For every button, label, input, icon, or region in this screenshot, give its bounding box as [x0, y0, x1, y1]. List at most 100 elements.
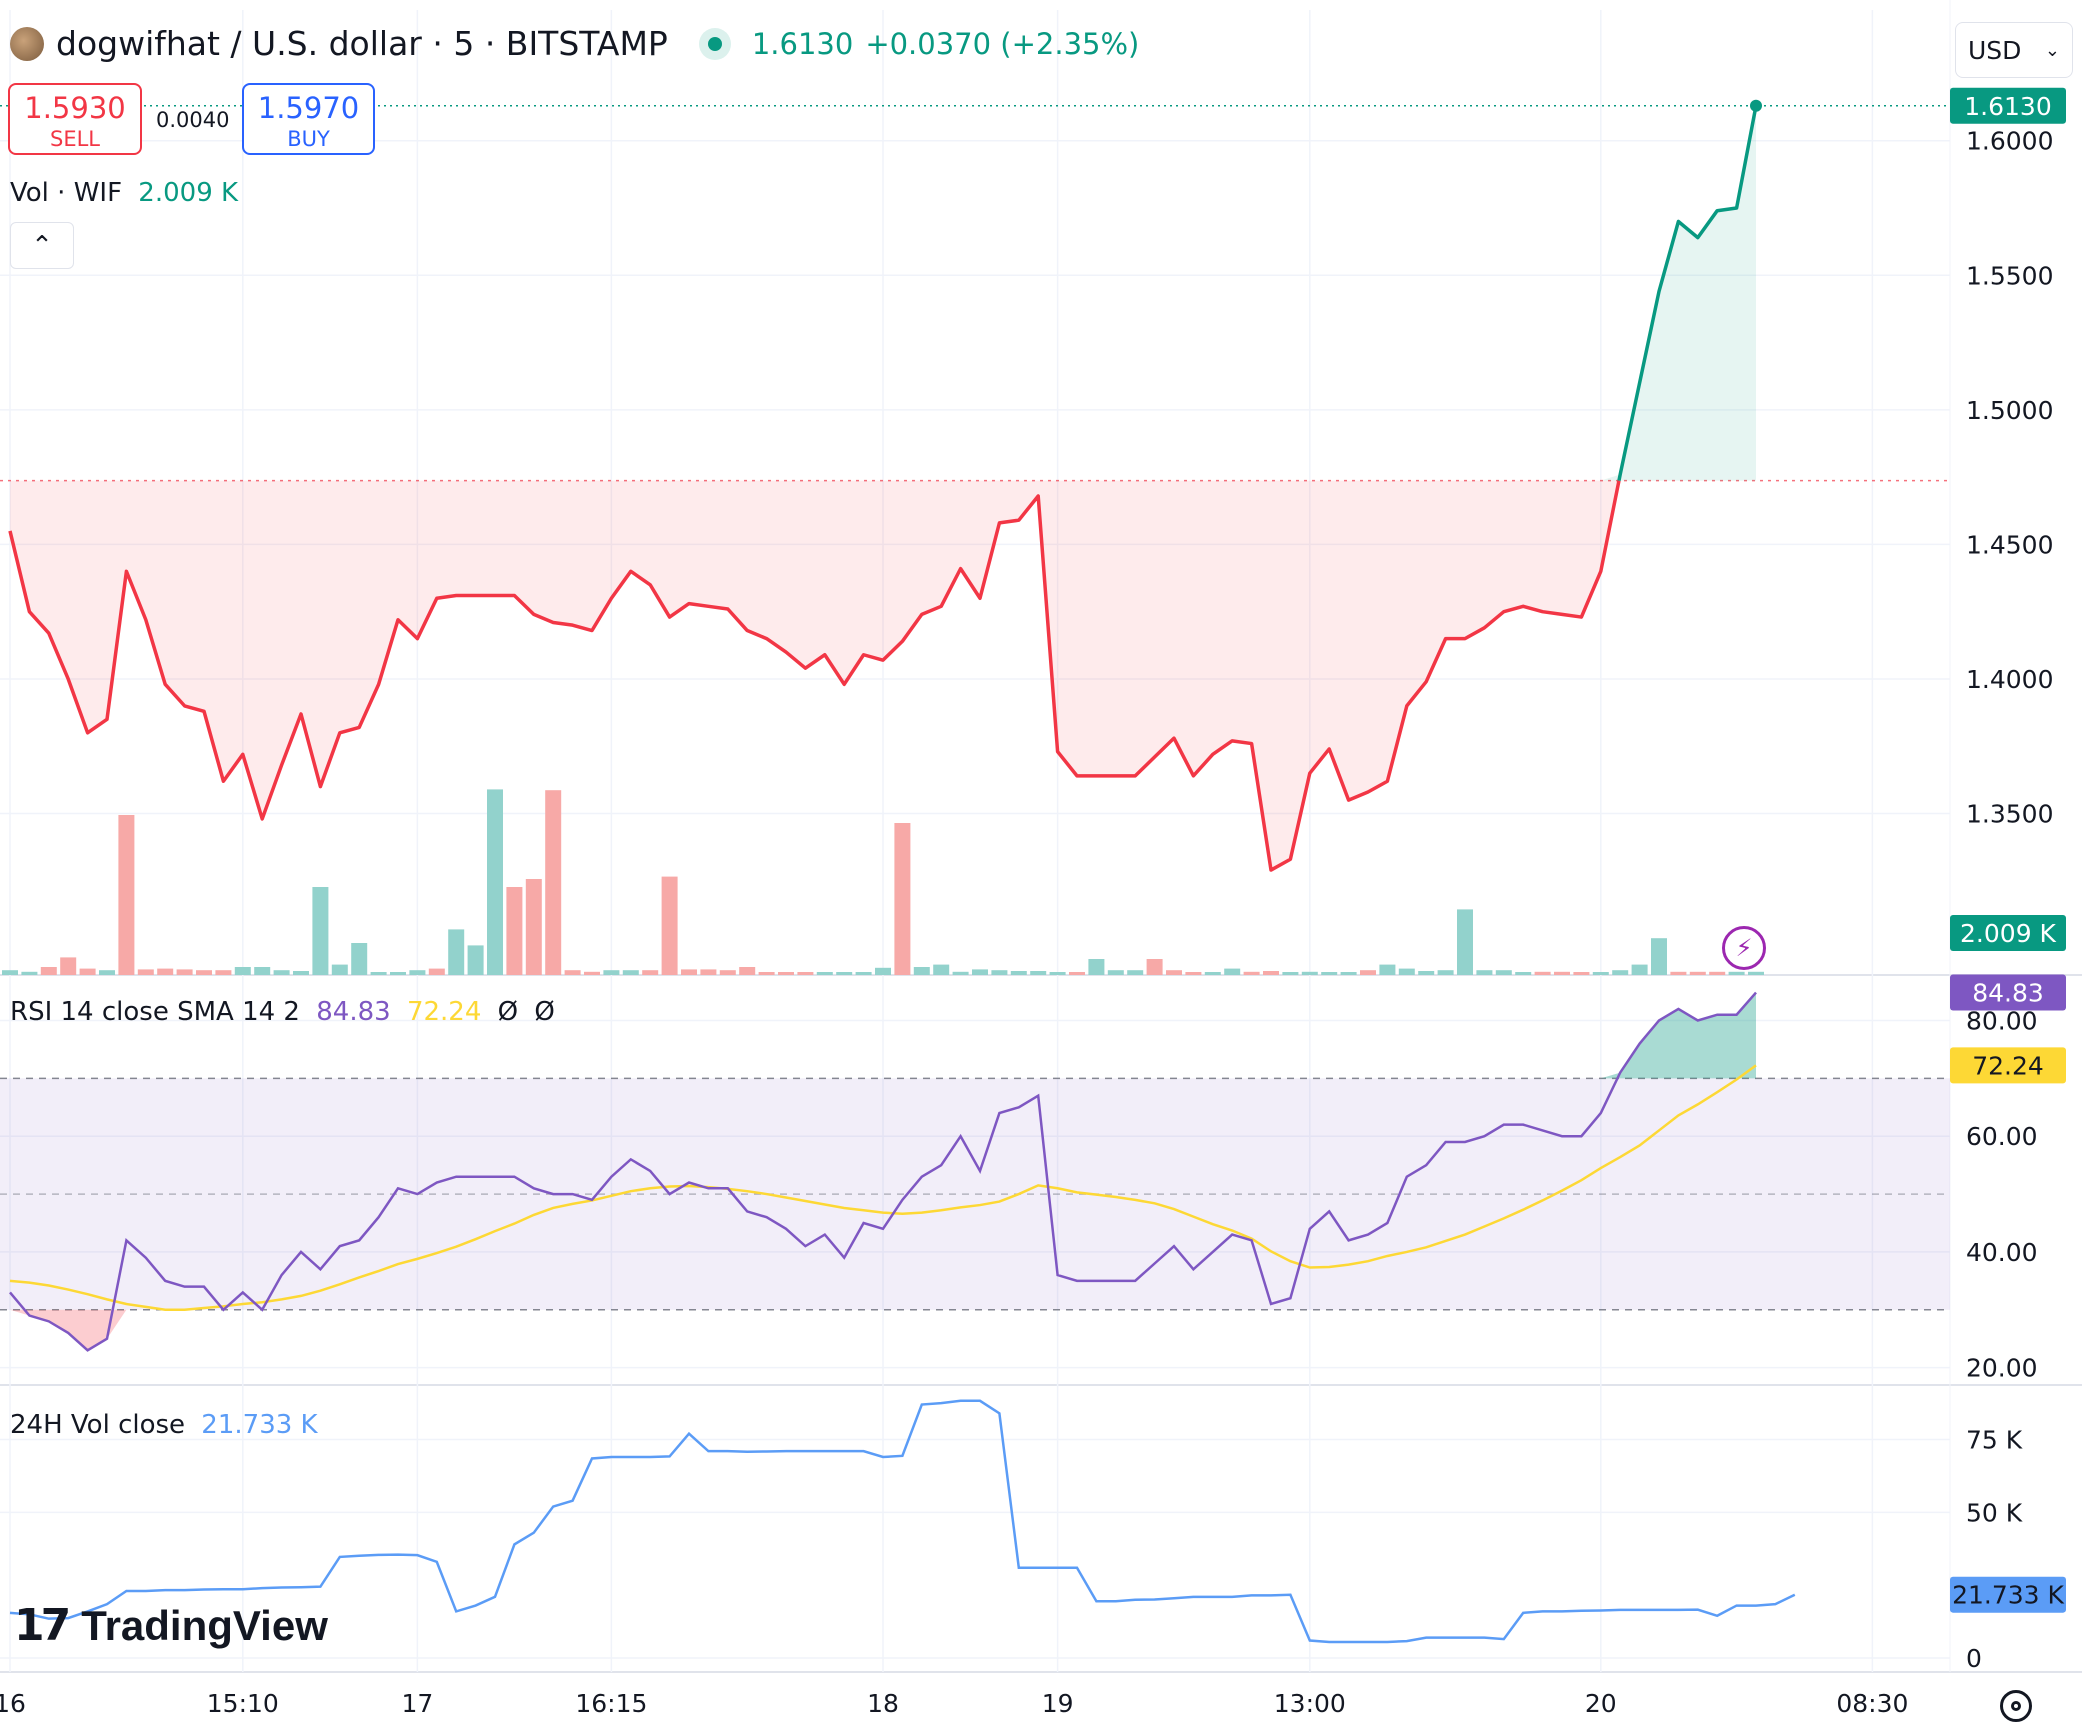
vol24-tick-label: 50 K [1966, 1498, 2023, 1527]
volume-legend[interactable]: Vol · WIF 2.009 K [10, 178, 246, 208]
volume-legend-name: Vol · WIF [10, 178, 123, 208]
currency-dropdown[interactable]: USD ⌄ [1955, 22, 2073, 78]
volume-bar [1515, 972, 1532, 975]
x-tick-label: 08:30 [1836, 1689, 1908, 1718]
volume-bar [1301, 971, 1318, 975]
volume-bar [1204, 972, 1221, 975]
rsi-sma-legend-value: 72.24 [406, 997, 482, 1027]
volume-bar [1631, 964, 1648, 975]
vol24-legend-name: 24H Vol close [10, 1410, 186, 1440]
volume-bar [739, 967, 756, 975]
volume-bar [1185, 972, 1202, 975]
volume-bar [1127, 970, 1144, 975]
volume-bar [564, 970, 581, 975]
volume-bar [1457, 909, 1473, 975]
rsi-legend-name: RSI 14 close SMA 14 2 [10, 997, 300, 1027]
spread-value: 0.0040 [156, 108, 230, 132]
volume-bar [1476, 970, 1493, 975]
volume-bar [506, 887, 523, 975]
buy-price: 1.5970 [257, 91, 360, 125]
volume-bar [642, 970, 659, 975]
volume-bar [1224, 968, 1241, 975]
rsi-sma-line [9, 1064, 1757, 1312]
volume-bar [972, 969, 988, 975]
volume-bar [137, 969, 154, 975]
chevron-up-icon: ⌃ [31, 230, 53, 261]
vol24-legend[interactable]: 24H Vol close 21.733 K [10, 1410, 326, 1440]
volume-bar [525, 879, 542, 975]
vol24-legend-value: 21.733 K [201, 1410, 318, 1440]
market-open-icon [707, 36, 722, 51]
volume-bar [584, 971, 600, 975]
sell-label: SELL [50, 127, 100, 151]
volume-bar [331, 964, 348, 975]
volume-bar [1709, 971, 1726, 975]
vol24-value-tag [1950, 1576, 2066, 1613]
volume-bar [1495, 970, 1512, 975]
volume-bar [467, 945, 484, 975]
volume-bar [1069, 972, 1085, 975]
volume-bar [913, 967, 930, 975]
y-tick-label: 1.4000 [1966, 665, 2053, 694]
volume-value-tag [1950, 915, 2066, 951]
volume-bar [21, 971, 38, 975]
volume-bar [118, 815, 135, 975]
volume-bar [758, 972, 775, 975]
y-tick-label: 1.5500 [1966, 261, 2053, 290]
volume-bar [487, 789, 503, 975]
y-tick-label: 1.6000 [1966, 127, 2053, 156]
volume-bar [1728, 971, 1745, 975]
volume-bar [157, 968, 174, 975]
volume-bar [681, 969, 697, 975]
volume-bar [390, 972, 406, 975]
volume-bar [622, 970, 639, 975]
settings-gear-icon[interactable] [2000, 1690, 2032, 1722]
lightning-icon[interactable]: ⚡ [1722, 926, 1766, 970]
vol24-tick-label: 0 [1966, 1644, 1982, 1673]
volume-bar [700, 969, 717, 975]
volume-bar [1340, 972, 1357, 975]
rsi-tick-label: 80.00 [1966, 1007, 2038, 1036]
x-tick-label: 15:10 [207, 1689, 279, 1718]
rsi-legend[interactable]: RSI 14 close SMA 14 2 84.83 72.24 Ø Ø [10, 997, 563, 1027]
x-tick-label: 17 [401, 1689, 433, 1718]
volume-bar [778, 972, 794, 975]
volume-bar [1088, 959, 1105, 975]
volume-bar [1243, 971, 1260, 975]
rsi-legend-na-2: Ø [534, 997, 555, 1027]
volume-legend-value: 2.009 K [138, 178, 239, 208]
volume-bar [448, 929, 465, 975]
price-area-below [10, 480, 1756, 871]
rsi-tick-label: 60.00 [1966, 1122, 2038, 1151]
volume-value-tag-label: 2.009 K [1960, 919, 2057, 948]
volume-bar [894, 823, 911, 975]
y-tick-label: 1.4500 [1966, 530, 2053, 559]
tradingview-logo-icon: 17 [14, 1600, 71, 1651]
volume-bar [836, 972, 853, 975]
vol24-tick-label: 75 K [1966, 1426, 2023, 1455]
volume-bar [603, 970, 620, 975]
rsi-legend-value: 84.83 [316, 997, 391, 1027]
buy-button[interactable]: 1.5970 BUY [242, 83, 375, 155]
tradingview-logo[interactable]: 17 TradingView [14, 1600, 328, 1651]
collapse-legend-button[interactable]: ⌃ [10, 222, 74, 269]
price-area-above [1600, 105, 1756, 481]
volume-bar [1010, 971, 1027, 975]
header-price-change: +0.0370 (+2.35%) [865, 26, 1140, 61]
currency-label: USD [1968, 35, 2022, 65]
volume-bar [933, 964, 950, 975]
volume-bar [1689, 971, 1706, 975]
buy-label: BUY [287, 127, 330, 151]
volume-bar [196, 970, 212, 975]
sma-value-tag [1950, 1047, 2066, 1084]
sell-button[interactable]: 1.5930 SELL [8, 83, 142, 155]
volume-bar [409, 970, 426, 975]
volume-bar [1049, 972, 1066, 975]
volume-bar [1282, 972, 1299, 975]
volume-bar [1263, 971, 1279, 975]
symbol-title[interactable]: dogwifhat / U.S. dollar · 5 · BITSTAMP [56, 24, 668, 63]
x-tick-label: 19 [1042, 1689, 1074, 1718]
volume-bar [1748, 971, 1764, 975]
sma-value-tag-label: 72.24 [1972, 1051, 2044, 1080]
